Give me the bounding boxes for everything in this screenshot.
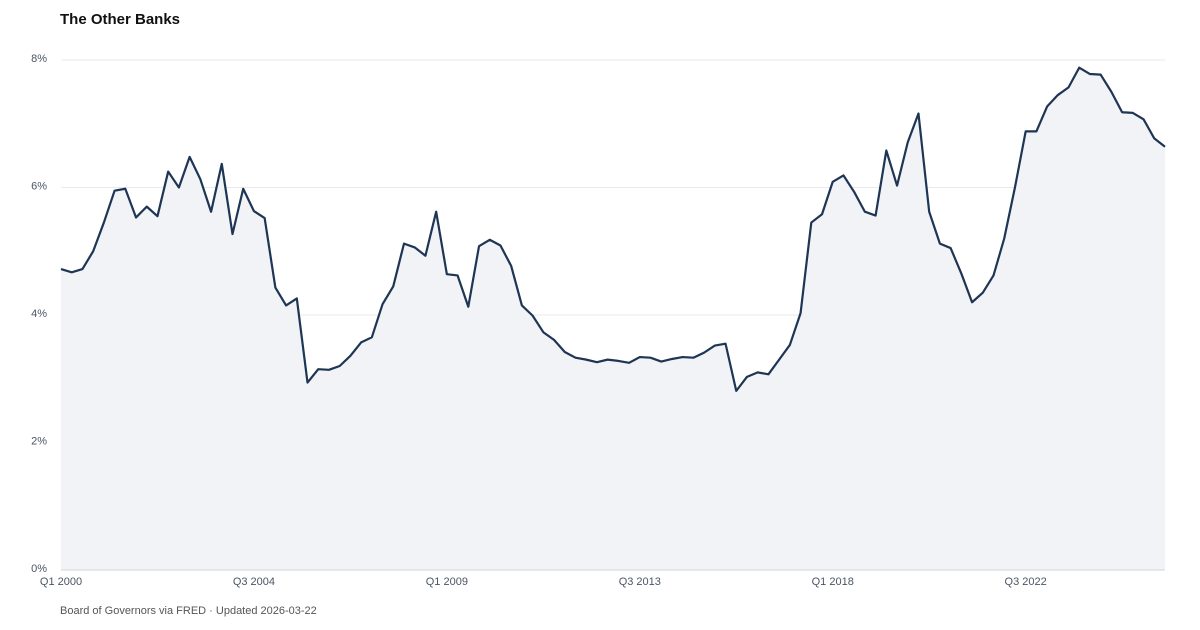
y-tick-label: 2% — [31, 435, 47, 447]
y-tick-label: 6% — [31, 180, 47, 192]
x-tick-label: Q1 2018 — [812, 576, 854, 588]
x-tick-label: Q3 2022 — [1005, 576, 1047, 588]
x-tick-label: Q1 2000 — [40, 576, 82, 588]
x-tick-label: Q1 2009 — [426, 576, 468, 588]
x-tick-label: Q3 2013 — [619, 576, 661, 588]
line — [60, 66, 1166, 392]
footer: Board of Governors via FRED · Updated 20… — [60, 605, 317, 617]
y-tick-label: 0% — [31, 563, 47, 575]
y-tick-label: 8% — [31, 53, 47, 65]
chart-title: The Other Banks — [60, 11, 180, 28]
y-tick-label: 4% — [31, 308, 47, 320]
area — [61, 67, 1165, 571]
x-tick-label: Q3 2004 — [233, 576, 275, 588]
